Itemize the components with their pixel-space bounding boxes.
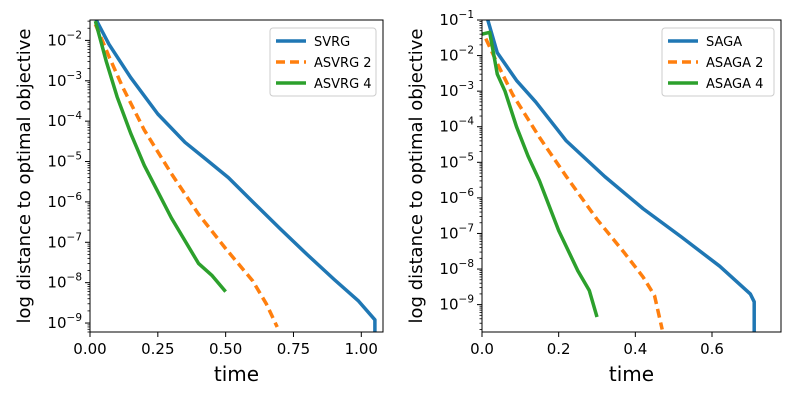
series-line-asvrg-2 — [93, 23, 279, 328]
chart-saga: 10−9 10−8 10−7 10−6 10−5 10−4 10−3 10−2 10−1 0.0 0… — [406, 9, 782, 386]
series-line-saga — [486, 20, 756, 332]
y-tick-label: 10−1 — [439, 9, 474, 29]
y-tick-label: 10−3 — [47, 70, 82, 90]
y-tick-label: 10−4 — [47, 110, 82, 130]
y-axis-label: log distance to optimal objective — [14, 29, 35, 324]
legend-label-asaga-4: ASAGA 4 — [706, 77, 763, 92]
axes-frame — [481, 19, 782, 333]
y-tick-label: 10−6 — [47, 191, 82, 211]
legend-label-asvrg-2: ASVRG 2 — [314, 56, 372, 71]
x-tick-label: 0.0 — [470, 340, 494, 358]
series-line-asvrg-4 — [93, 20, 227, 293]
y-tick-label: 10−6 — [439, 187, 474, 207]
x-tick-label: 0.25 — [141, 340, 174, 358]
x-axis-label: time — [609, 362, 654, 386]
legend: SAGA ASAGA 2 ASAGA 4 — [661, 27, 775, 97]
y-tick-label: 10−5 — [439, 151, 474, 171]
x-tick-label: 0.50 — [209, 340, 242, 358]
y-tick-label: 10−2 — [47, 29, 82, 49]
legend: SVRG ASVRG 2 ASVRG 4 — [269, 27, 377, 97]
y-tick-label: 10−7 — [47, 231, 82, 251]
x-axis-label: time — [214, 362, 259, 386]
y-tick-label: 10−8 — [47, 272, 82, 292]
x-tick-label: 0.2 — [547, 340, 571, 358]
y-tick-label: 10−3 — [439, 80, 474, 100]
y-tick-label: 10−9 — [47, 312, 82, 332]
series-line-asaga-4 — [482, 30, 599, 318]
legend-box — [661, 27, 775, 97]
legend-label-asaga-2: ASAGA 2 — [706, 56, 763, 71]
y-tick-label: 10−8 — [439, 258, 474, 278]
x-tick-label: 0.00 — [73, 340, 106, 358]
y-tick-label: 10−7 — [439, 222, 474, 242]
axes-frame — [89, 19, 384, 333]
legend-label-asvrg-4: ASVRG 4 — [314, 77, 372, 92]
chart-svrg: 10−9 10−8 10−7 10−6 10−5 10−4 10−3 10−2 0.00 0.25… — [14, 19, 384, 386]
legend-label-svrg: SVRG — [314, 35, 350, 50]
y-tick-label: 10−4 — [439, 116, 474, 136]
y-tick-label: 10−5 — [47, 151, 82, 171]
x-tick-label: 0.6 — [700, 340, 724, 358]
x-tick-label: 0.75 — [277, 340, 310, 358]
series-line-svrg — [94, 20, 377, 332]
x-tick-label: 1.00 — [345, 340, 378, 358]
y-axis-label: log distance to optimal objective — [406, 29, 427, 324]
legend-box — [269, 27, 377, 97]
series-line-asaga-2 — [484, 37, 664, 330]
x-tick-label: 0.4 — [623, 340, 647, 358]
legend-label-saga: SAGA — [706, 35, 742, 50]
y-tick-label: 10−2 — [439, 45, 474, 65]
y-tick-label: 10−9 — [439, 294, 474, 314]
